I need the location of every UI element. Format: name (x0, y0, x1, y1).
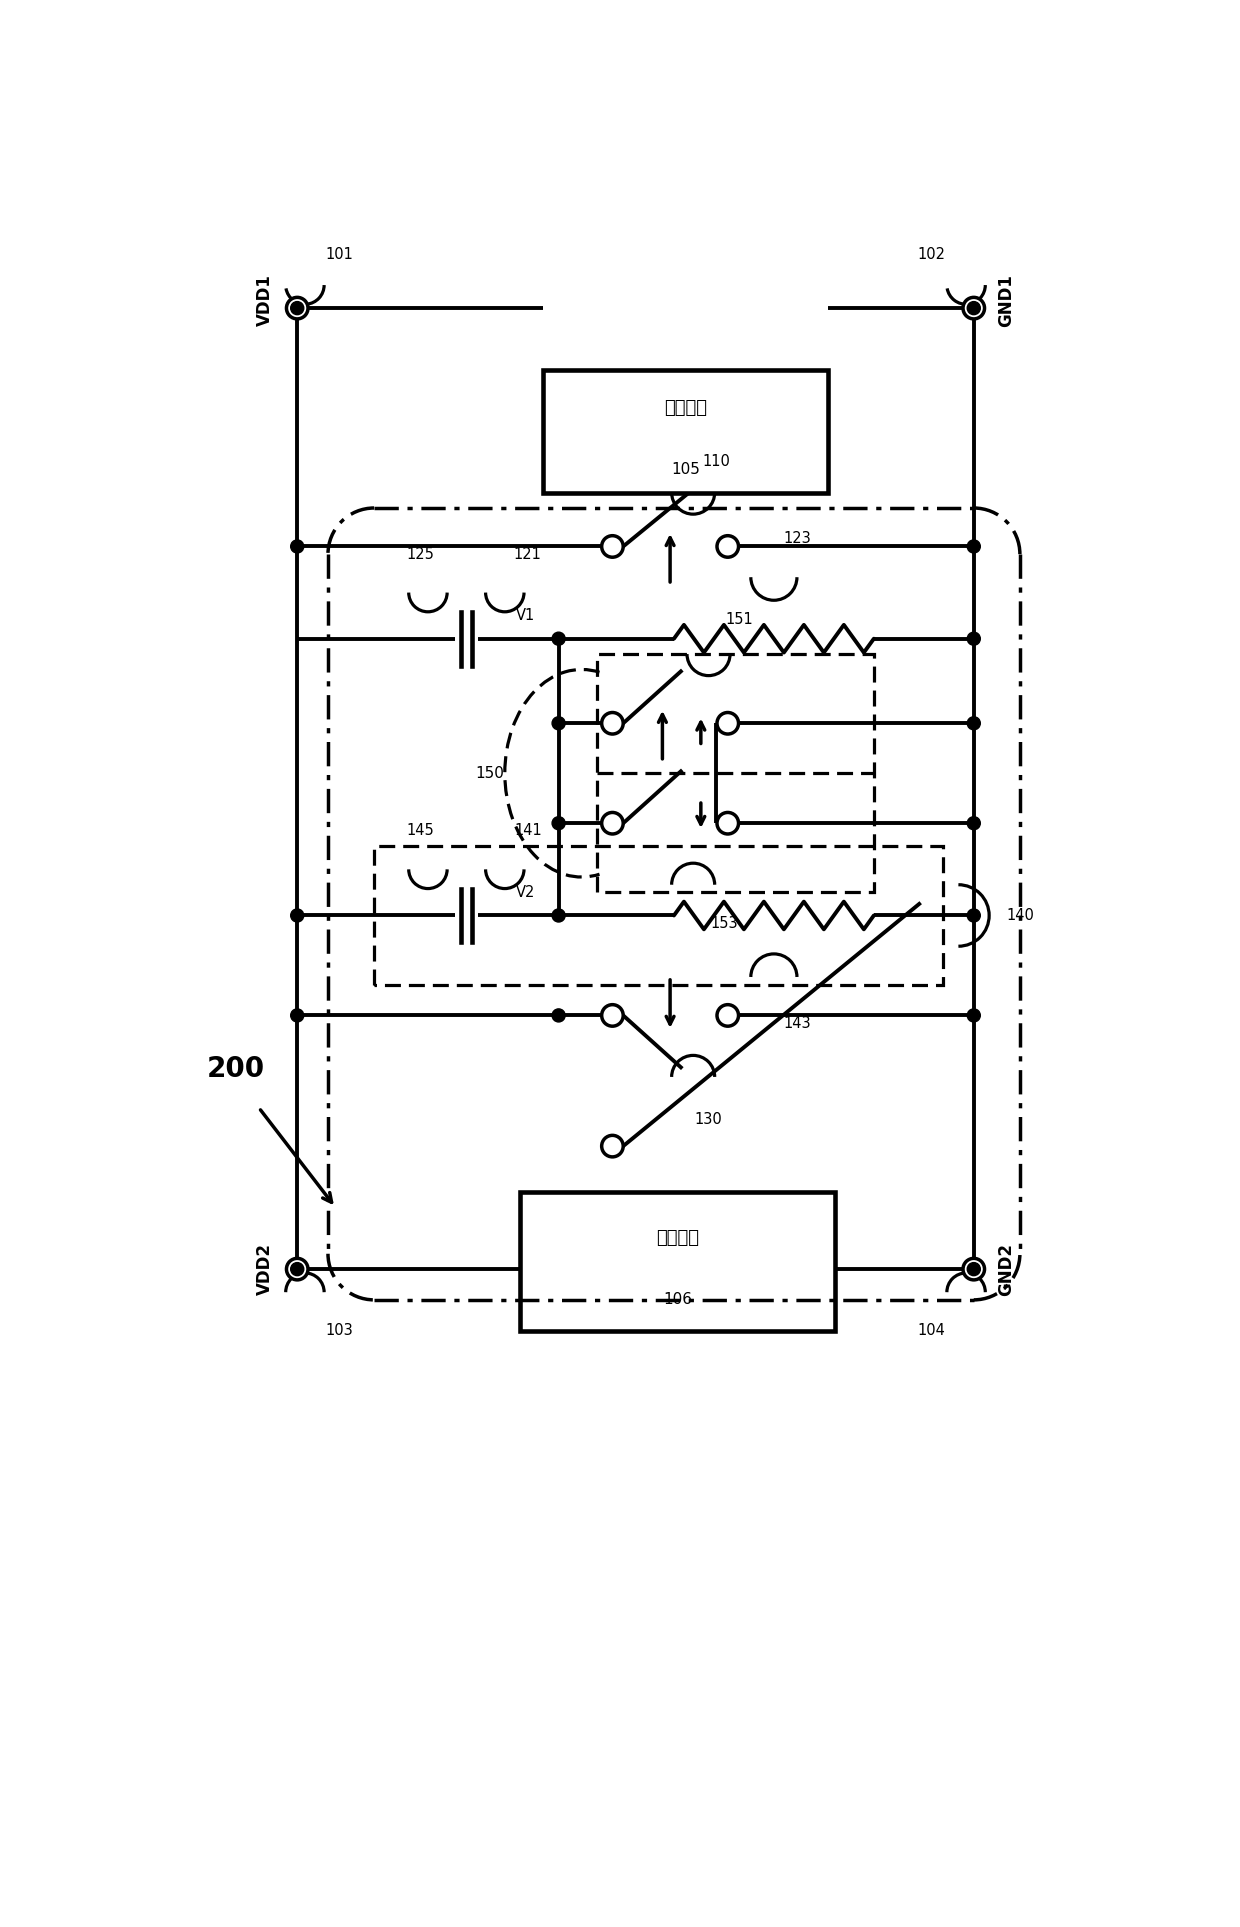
Text: 101: 101 (326, 247, 353, 262)
Circle shape (967, 1010, 981, 1021)
Circle shape (967, 303, 981, 314)
Circle shape (290, 910, 304, 921)
Circle shape (552, 632, 565, 646)
Circle shape (963, 297, 985, 318)
Circle shape (967, 540, 981, 553)
Circle shape (717, 536, 739, 557)
Circle shape (963, 1258, 985, 1280)
Text: 141: 141 (515, 823, 542, 838)
Text: 110: 110 (702, 455, 730, 470)
Circle shape (286, 297, 308, 318)
Text: 153: 153 (711, 915, 738, 931)
Text: 104: 104 (918, 1324, 945, 1337)
Circle shape (552, 817, 565, 831)
Text: 123: 123 (784, 532, 811, 545)
Text: 102: 102 (918, 247, 945, 262)
Text: 第一电路: 第一电路 (663, 399, 707, 416)
Circle shape (601, 536, 624, 557)
Bar (520, 1193, 836, 1332)
Text: V1: V1 (516, 609, 536, 622)
Circle shape (601, 813, 624, 834)
Circle shape (967, 632, 981, 646)
Circle shape (967, 817, 981, 831)
Circle shape (967, 910, 981, 921)
Text: 106: 106 (663, 1293, 692, 1307)
Circle shape (290, 1262, 304, 1276)
Text: VDD2: VDD2 (257, 1243, 274, 1295)
Text: GND1: GND1 (997, 274, 1014, 328)
Circle shape (967, 717, 981, 730)
Circle shape (552, 1010, 565, 1021)
Circle shape (290, 303, 304, 314)
Text: 130: 130 (694, 1112, 723, 1127)
Text: 145: 145 (407, 823, 434, 838)
Bar (543, 370, 828, 493)
Circle shape (717, 813, 739, 834)
Text: GND2: GND2 (997, 1243, 1014, 1295)
Text: 121: 121 (513, 547, 542, 561)
Text: VDD1: VDD1 (257, 274, 274, 326)
Circle shape (290, 540, 304, 553)
Circle shape (1140, 1135, 1162, 1156)
Circle shape (601, 1004, 624, 1027)
Text: 103: 103 (326, 1324, 353, 1337)
Circle shape (286, 1258, 308, 1280)
Circle shape (717, 1004, 739, 1027)
Text: 125: 125 (407, 547, 434, 561)
Circle shape (601, 1135, 624, 1156)
Text: 140: 140 (1006, 908, 1034, 923)
Text: 150: 150 (475, 765, 503, 780)
Circle shape (552, 910, 565, 921)
Circle shape (717, 713, 739, 734)
Text: V2: V2 (516, 884, 536, 900)
Circle shape (290, 1010, 304, 1021)
Text: 105: 105 (671, 462, 699, 478)
Text: 151: 151 (725, 613, 753, 626)
Text: 200: 200 (207, 1056, 265, 1083)
Text: 第二电路: 第二电路 (656, 1229, 699, 1247)
Circle shape (967, 1262, 981, 1276)
Circle shape (552, 717, 565, 730)
Circle shape (601, 713, 624, 734)
Text: 143: 143 (784, 1016, 811, 1031)
